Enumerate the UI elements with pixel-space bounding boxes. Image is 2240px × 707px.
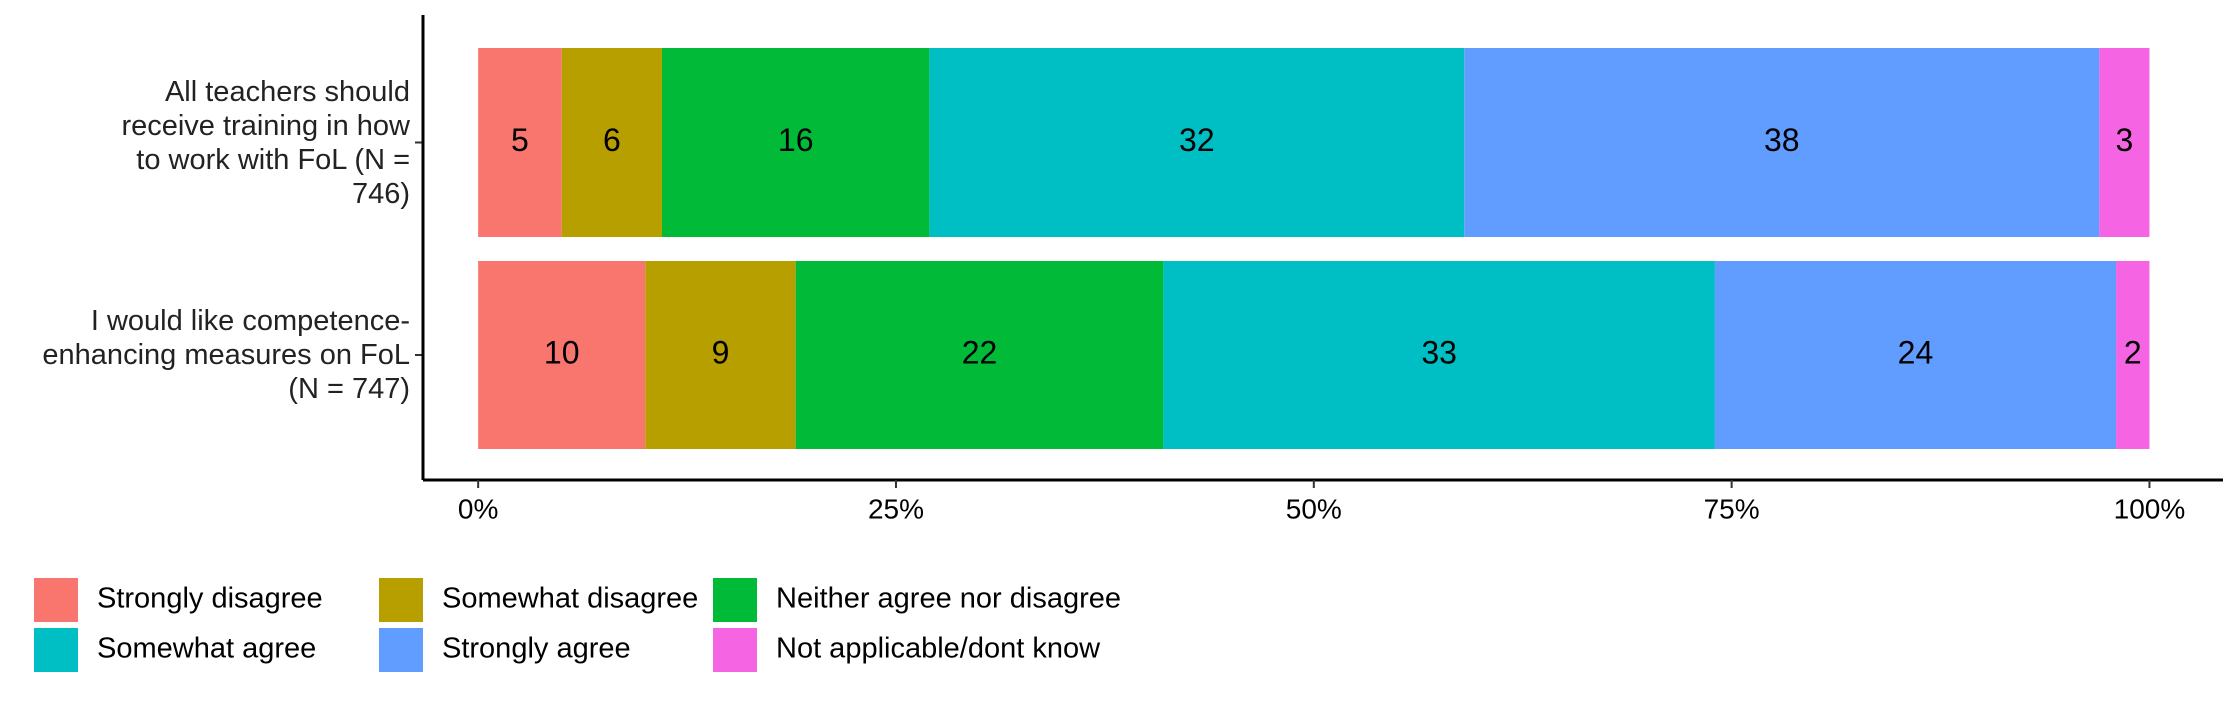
bar-segment	[561, 48, 662, 237]
data-label: 24	[1898, 334, 1934, 370]
bar-segment	[2116, 261, 2150, 449]
x-tick-label: 0%	[458, 493, 498, 524]
data-label: 2	[2124, 334, 2142, 370]
x-tick-label: 50%	[1286, 493, 1342, 524]
legend-swatch	[34, 628, 78, 672]
y-tick-label: All teachers should receive training in …	[121, 75, 410, 210]
bar-segment	[929, 48, 1465, 237]
bar-segment	[645, 261, 796, 449]
data-label: 16	[778, 122, 814, 158]
data-label: 32	[1179, 122, 1215, 158]
legend-swatch	[379, 628, 423, 672]
data-label: 33	[1421, 334, 1457, 370]
data-label: 22	[962, 334, 998, 370]
legend-swatch	[379, 578, 423, 622]
legend-label: Not applicable/dont know	[776, 633, 1101, 665]
legend-label: Strongly agree	[442, 633, 631, 665]
legend-label: Strongly disagree	[97, 583, 323, 615]
x-tick-label: 75%	[1704, 493, 1760, 524]
bar-segment	[1464, 48, 2100, 237]
bar-segment	[1714, 261, 2117, 449]
data-label: 5	[511, 122, 529, 158]
bar-segment	[795, 261, 1164, 449]
x-tick-label: 100%	[2114, 493, 2186, 524]
data-label: 6	[603, 122, 621, 158]
bar-segment	[661, 48, 930, 237]
legend-swatch	[713, 578, 757, 622]
data-label: 3	[2115, 122, 2133, 158]
x-tick-label: 25%	[868, 493, 924, 524]
legend-swatch	[713, 628, 757, 672]
bar-segment	[1163, 261, 1715, 449]
legend-label: Somewhat agree	[97, 633, 316, 665]
bar-segment	[478, 261, 646, 449]
bar-segment	[478, 48, 562, 237]
legend-label: Neither agree nor disagree	[776, 583, 1121, 615]
data-label: 9	[712, 334, 730, 370]
data-label: 38	[1764, 122, 1800, 158]
y-tick-label: I would like competence- enhancing measu…	[42, 305, 410, 405]
legend-label: Somewhat disagree	[442, 583, 698, 615]
bar-segment	[2099, 48, 2150, 237]
data-label: 10	[544, 334, 580, 370]
legend-swatch	[34, 578, 78, 622]
